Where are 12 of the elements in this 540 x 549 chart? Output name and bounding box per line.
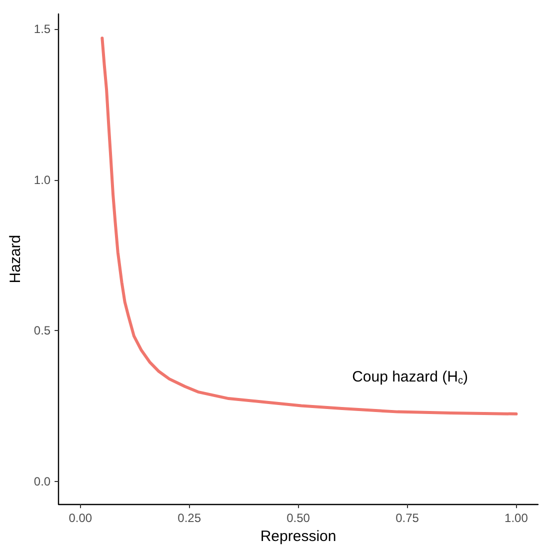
x-axis-title: Repression [260,528,336,545]
y-tick-label: 0.0 [34,474,51,488]
line-series [100,36,518,416]
y-tick-label: 0.5 [34,324,51,338]
x-tick-label: 1.00 [504,511,528,526]
y-axis-title: Hazard [7,234,24,284]
x-tick-label: 0.00 [68,511,92,526]
y-tick-label: 1.5 [34,22,51,36]
x-tick-label: 0.75 [396,511,420,526]
x-tick-label: 0.25 [178,511,202,526]
x-tick-label: 0.50 [286,511,310,526]
y-tick-label: 1.0 [34,172,51,187]
